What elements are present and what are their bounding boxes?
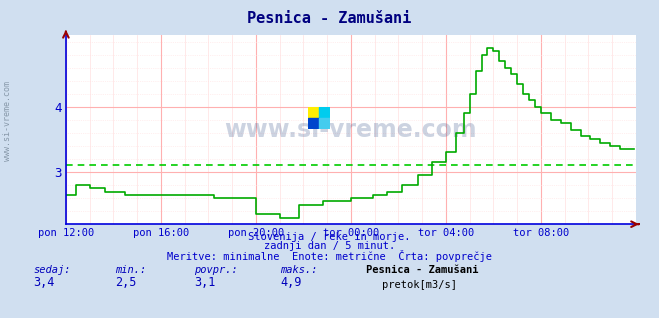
Text: 2,5: 2,5 (115, 276, 136, 289)
Text: 3,4: 3,4 (33, 276, 54, 289)
Text: sedaj:: sedaj: (33, 265, 71, 275)
Text: Meritve: minimalne  Enote: metrične  Črta: povprečje: Meritve: minimalne Enote: metrične Črta:… (167, 250, 492, 262)
Bar (319, 118, 330, 129)
Bar (308, 118, 319, 129)
Text: min.:: min.: (115, 265, 146, 275)
Text: 3,1: 3,1 (194, 276, 215, 289)
Text: www.si-vreme.com: www.si-vreme.com (3, 81, 13, 161)
Bar (319, 107, 330, 118)
Text: povpr.:: povpr.: (194, 265, 238, 275)
Bar (308, 107, 319, 118)
Text: www.si-vreme.com: www.si-vreme.com (225, 118, 477, 142)
Text: Pesnica - Zamušani: Pesnica - Zamušani (247, 11, 412, 26)
Text: Slovenija / reke in morje.: Slovenija / reke in morje. (248, 232, 411, 241)
Text: Pesnica - Zamušani: Pesnica - Zamušani (366, 265, 478, 275)
Text: maks.:: maks.: (280, 265, 318, 275)
Text: 4,9: 4,9 (280, 276, 301, 289)
Text: zadnji dan / 5 minut.: zadnji dan / 5 minut. (264, 241, 395, 251)
Text: pretok[m3/s]: pretok[m3/s] (382, 280, 457, 290)
